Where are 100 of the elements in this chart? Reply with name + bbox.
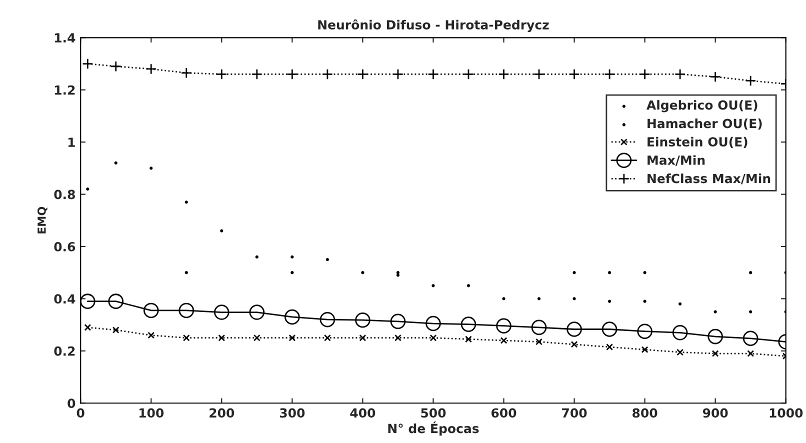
point [712, 350, 719, 357]
point [180, 67, 192, 78]
point [496, 318, 512, 334]
point [112, 326, 120, 334]
x-tick-label: 200 [210, 408, 234, 418]
point [714, 310, 717, 314]
point [678, 302, 682, 306]
point [608, 271, 612, 274]
point [288, 334, 296, 342]
point [604, 68, 616, 80]
y-tick-label: 1 [68, 138, 75, 147]
point [178, 302, 194, 318]
point [396, 271, 400, 274]
point [148, 332, 155, 339]
point [428, 68, 439, 80]
point [643, 300, 646, 303]
point [465, 336, 472, 343]
point [430, 334, 437, 342]
y-tick-label: 1.2 [55, 85, 75, 95]
point [355, 312, 370, 328]
point [426, 316, 441, 332]
point [84, 324, 92, 331]
legend-label: Algebrico OU(E) [646, 100, 758, 112]
point [672, 325, 688, 340]
point [676, 348, 684, 356]
y-tick-label: 0.2 [54, 346, 75, 356]
point [326, 258, 329, 262]
point [641, 346, 648, 354]
point [502, 297, 506, 300]
point [602, 322, 618, 337]
point [572, 297, 576, 300]
y-tick-label: 0.6 [54, 242, 76, 252]
legend-label: Max/Min [648, 155, 705, 166]
x-tick-label: 0 [76, 408, 84, 418]
x-tick-label: 400 [350, 408, 376, 418]
point [531, 320, 547, 336]
point [357, 68, 368, 80]
point [86, 188, 90, 191]
point [218, 334, 226, 342]
point [182, 334, 190, 342]
point [220, 229, 224, 232]
y-tick-label: 0.8 [54, 190, 75, 200]
point [606, 344, 614, 350]
point [390, 314, 406, 330]
point [749, 271, 752, 274]
point [184, 200, 188, 204]
point [290, 255, 294, 258]
point [214, 304, 230, 320]
point [359, 334, 366, 342]
point [749, 310, 752, 314]
x-tick-label: 700 [562, 408, 587, 418]
point [80, 294, 96, 309]
point [150, 166, 153, 170]
point [637, 324, 652, 339]
point [537, 297, 541, 300]
point [110, 60, 122, 72]
point [184, 271, 188, 274]
point [742, 330, 758, 346]
x-tick-label: 800 [632, 408, 658, 418]
x-tick-label: 300 [280, 408, 305, 418]
point [608, 300, 612, 303]
y-tick-label: 0.4 [54, 294, 76, 304]
point [255, 255, 258, 258]
point [710, 71, 721, 82]
y-tick-label: 0 [68, 398, 76, 408]
point [146, 63, 157, 75]
point [568, 68, 580, 80]
point [639, 68, 650, 80]
point [251, 68, 262, 80]
point [460, 316, 476, 332]
x-tick-label: 500 [421, 408, 446, 418]
point [566, 322, 582, 337]
point [392, 68, 404, 80]
point [747, 350, 754, 357]
point [253, 334, 260, 342]
x-tick-label: 900 [702, 408, 728, 418]
point [708, 328, 723, 344]
point [322, 68, 333, 80]
point [114, 161, 118, 165]
point [432, 284, 435, 288]
point [570, 340, 578, 348]
point [82, 58, 94, 70]
x-tick-label: 1000 [770, 408, 803, 418]
x-axis-title: N° de Épocas [388, 421, 479, 436]
chart-title: Neurônio Difuso - Hirota-Pedrycz [318, 19, 549, 32]
legend-label: Einstein OU(E) [648, 136, 748, 148]
point [394, 334, 402, 342]
point [324, 334, 331, 342]
y-tick-label: 1.4 [55, 33, 76, 42]
legend-label: NefClass Max/Min [648, 174, 770, 184]
point [643, 271, 646, 274]
point [536, 338, 542, 346]
x-tick-label: 600 [491, 408, 516, 418]
point [361, 271, 364, 274]
y-axis-title: EMQ [37, 206, 48, 234]
point [320, 312, 336, 328]
point [290, 271, 294, 274]
point [216, 68, 228, 80]
x-tick-label: 100 [139, 408, 164, 418]
point [533, 68, 545, 80]
